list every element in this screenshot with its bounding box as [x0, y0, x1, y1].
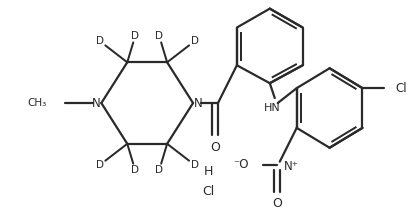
Text: HN: HN — [263, 103, 280, 113]
Text: D: D — [191, 160, 199, 170]
Text: Cl: Cl — [396, 82, 407, 95]
Text: N⁺: N⁺ — [284, 160, 299, 173]
Text: O: O — [210, 141, 220, 154]
Text: N: N — [92, 97, 101, 110]
Text: D: D — [96, 160, 104, 170]
Text: N: N — [194, 97, 202, 110]
Text: D: D — [131, 31, 139, 41]
Text: H: H — [203, 165, 213, 178]
Text: D: D — [191, 36, 199, 46]
Text: ⁻O: ⁻O — [233, 158, 249, 171]
Text: O: O — [272, 197, 282, 210]
Text: D: D — [155, 31, 163, 41]
Text: D: D — [131, 165, 139, 175]
Text: Cl: Cl — [202, 185, 214, 198]
Text: CH₃: CH₃ — [27, 98, 47, 108]
Text: D: D — [96, 36, 104, 46]
Text: D: D — [155, 165, 163, 175]
